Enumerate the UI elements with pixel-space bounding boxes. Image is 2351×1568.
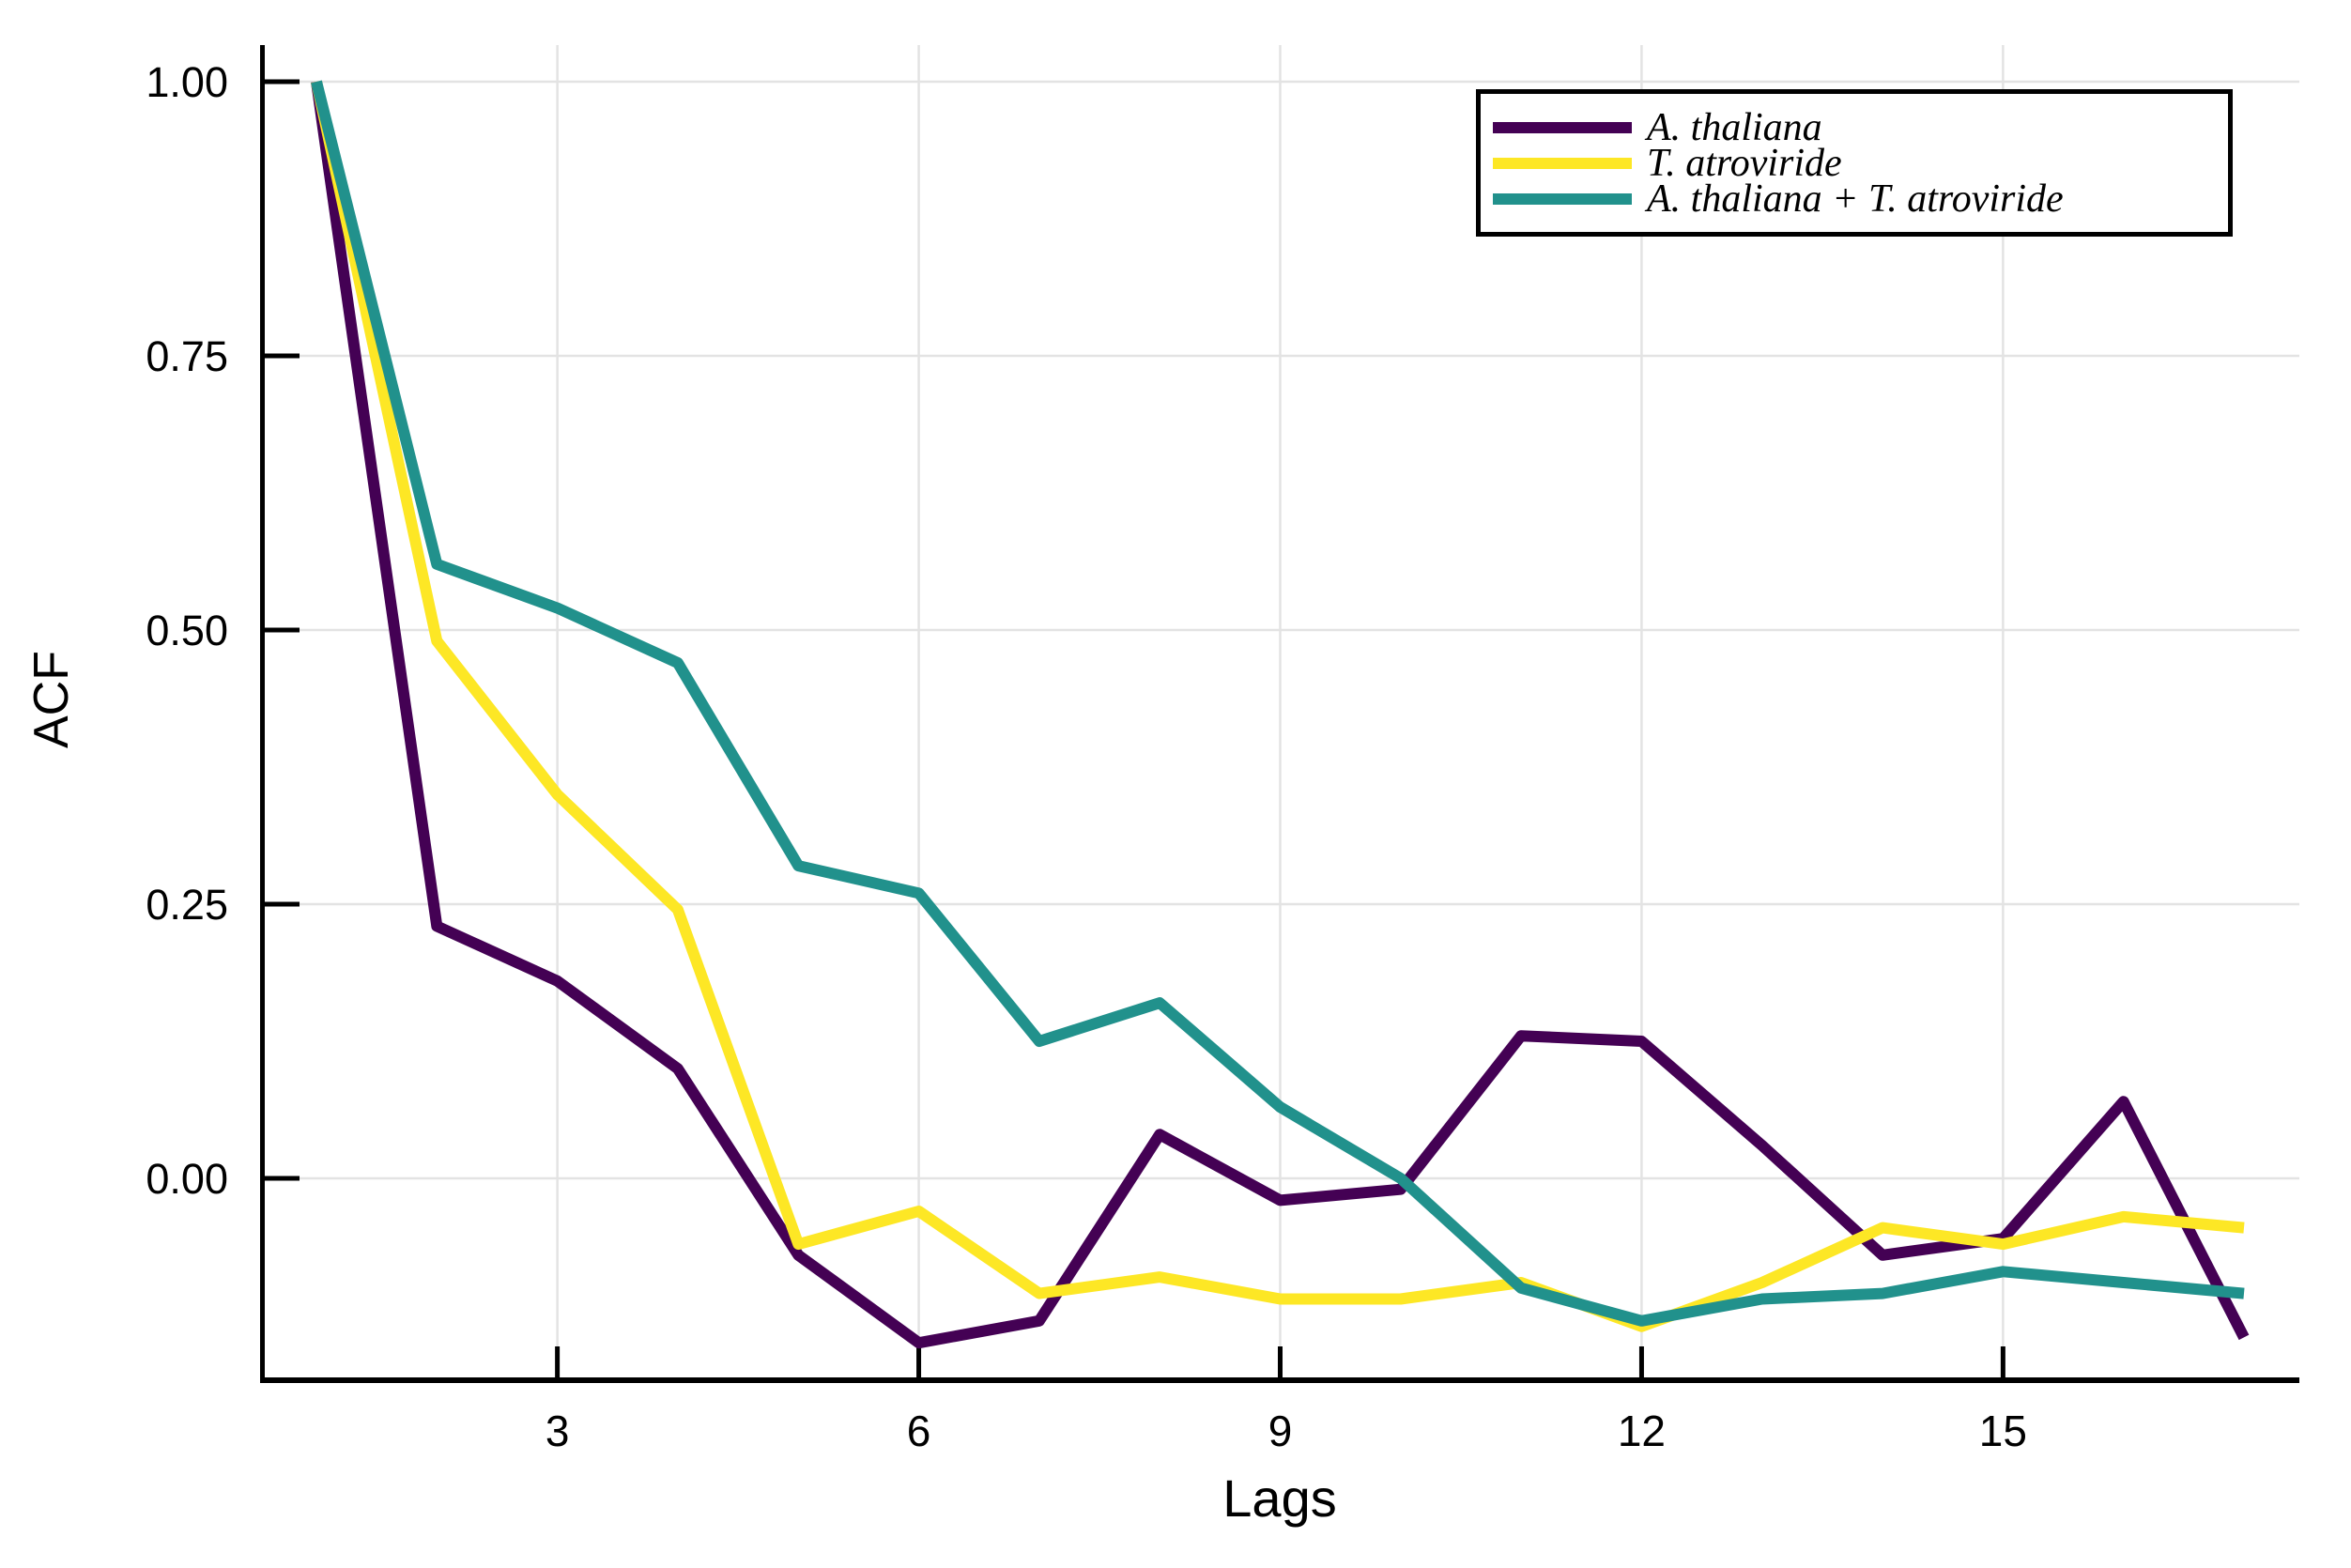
legend-line-swatch bbox=[1493, 157, 1632, 169]
x-tick-label: 15 bbox=[1979, 1407, 2027, 1455]
y-tick-label: 0.50 bbox=[146, 607, 228, 654]
legend-line-swatch bbox=[1493, 192, 1632, 205]
x-tick-label: 6 bbox=[907, 1407, 931, 1455]
x-tick-label: 9 bbox=[1268, 1407, 1293, 1455]
legend-item: T. atroviride bbox=[1481, 141, 2228, 185]
y-tick-label: 0.25 bbox=[146, 881, 228, 929]
legend-box: A. thaliana T. atroviride A. thaliana + … bbox=[1476, 89, 2233, 237]
y-tick-label: 0.75 bbox=[146, 332, 228, 380]
y-axis-label: ACF bbox=[24, 651, 79, 748]
legend-item: A. thaliana + T. atroviride bbox=[1481, 177, 2228, 221]
series-line-t-atroviride bbox=[311, 80, 2245, 1332]
x-tick-label: 3 bbox=[545, 1407, 570, 1455]
legend-line-swatch bbox=[1493, 121, 1632, 133]
series-line-a-thaliana-t-atroviride bbox=[311, 80, 2245, 1327]
y-tick-label: 0.00 bbox=[146, 1155, 228, 1203]
y-tick-label: 1.00 bbox=[146, 58, 228, 106]
series-line-a-thaliana bbox=[311, 81, 2250, 1349]
x-axis-label: Lags bbox=[1222, 1468, 1337, 1528]
legend-item: A. thaliana bbox=[1481, 105, 2228, 149]
legend-label: A. thaliana + T. atroviride bbox=[1647, 177, 2064, 221]
x-tick-label: 12 bbox=[1618, 1407, 1666, 1455]
legend-label: A. thaliana bbox=[1647, 105, 1822, 149]
legend-label: T. atroviride bbox=[1647, 141, 1842, 185]
